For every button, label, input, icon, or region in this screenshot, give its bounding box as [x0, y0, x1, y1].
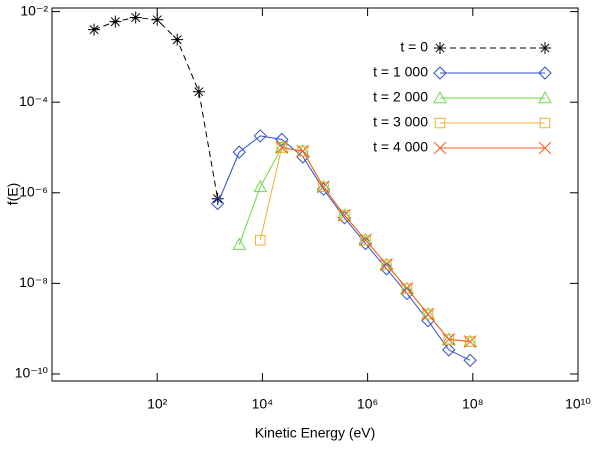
data-point [442, 333, 456, 346]
data-point [109, 15, 122, 28]
data-point [253, 129, 268, 143]
legend-marker [538, 90, 552, 104]
series-line [238, 146, 471, 343]
data-point [317, 180, 330, 194]
data-point [232, 145, 246, 159]
data-point [296, 144, 310, 158]
legend-label: t = 2 000 [373, 89, 428, 105]
y-tick-label: 10⁻⁸ [19, 274, 48, 290]
legend-marker [434, 42, 446, 54]
data-point [442, 343, 456, 357]
data-point [151, 13, 164, 26]
series-line [93, 17, 219, 199]
data-point [275, 132, 289, 147]
data-point [171, 33, 184, 46]
data-point [275, 141, 289, 154]
legend-marker [434, 117, 446, 129]
x-axis-label: Kinetic Energy (eV) [255, 425, 376, 441]
series-line [281, 146, 471, 343]
data-point [380, 258, 393, 271]
legend-label: t = 0 [400, 39, 428, 55]
data-point [421, 307, 435, 321]
data-point [463, 353, 477, 368]
x-tick-label: 10² [147, 396, 168, 412]
data-point [253, 179, 268, 193]
legend-marker [538, 66, 552, 80]
legend-marker [433, 141, 447, 155]
data-point [463, 335, 477, 348]
x-tick-label: 10⁴ [252, 396, 274, 412]
y-tick-label: 10⁻⁶ [19, 183, 48, 199]
data-point [254, 234, 266, 246]
legend-marker [433, 66, 447, 80]
x-tick-label: 10⁸ [462, 396, 484, 412]
data-point [211, 192, 224, 205]
legend-label: t = 3 000 [373, 114, 428, 130]
plot-frame [51, 7, 579, 382]
legend-marker [433, 90, 447, 104]
series-line [217, 135, 471, 361]
legend-label: t = 1 000 [373, 64, 428, 80]
data-point [88, 23, 101, 36]
data-point [400, 286, 414, 301]
legend-marker [539, 42, 551, 54]
data-point [129, 11, 142, 24]
legend-marker [539, 117, 551, 129]
data-point [192, 85, 205, 98]
x-tick-label: 10¹⁰ [565, 396, 591, 412]
y-tick-label: 10⁻¹⁰ [15, 365, 49, 381]
x-tick-label: 10⁶ [357, 396, 378, 412]
data-point [232, 237, 247, 250]
data-point [338, 208, 351, 222]
data-point [400, 282, 414, 295]
legend-label: t = 4 000 [373, 139, 428, 155]
data-point [359, 233, 372, 247]
y-tick-label: 10⁻² [20, 2, 48, 18]
y-axis-label: f(E) [5, 183, 21, 206]
y-tick-label: 10⁻⁴ [19, 93, 48, 109]
legend-marker [538, 141, 552, 155]
data-point [210, 196, 225, 211]
